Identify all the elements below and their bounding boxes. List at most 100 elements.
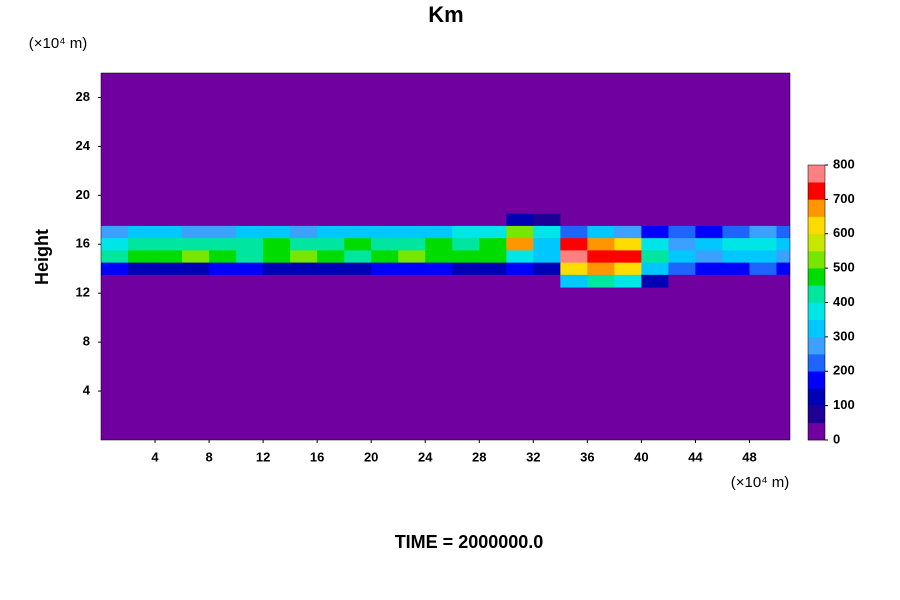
heatmap-cell (209, 274, 237, 288)
heatmap-cell (128, 238, 156, 251)
colorbar-swatch (808, 233, 825, 252)
heatmap-cell (317, 250, 345, 264)
colorbar-swatch (808, 250, 825, 269)
heatmap-cell (236, 213, 264, 227)
heatmap-cell (236, 274, 264, 288)
heatmap-cell (317, 262, 345, 276)
heatmap-cell (290, 274, 318, 288)
heatmap-cell (182, 213, 210, 227)
heatmap-cell (722, 213, 750, 227)
x-tick-label: 4 (151, 449, 159, 464)
x-tick-label: 16 (310, 449, 324, 464)
heatmap-cell (398, 250, 426, 264)
heatmap-cell (317, 238, 345, 251)
x-tick-label: 24 (418, 449, 433, 464)
x-tick-label: 20 (364, 449, 378, 464)
heatmap-cell (263, 238, 291, 251)
heatmap-cell (452, 225, 480, 239)
colorbar-tick-label: 800 (833, 156, 855, 171)
heatmap-cell (776, 262, 790, 276)
heatmap-cell (182, 250, 210, 264)
heatmap-cell (155, 274, 183, 288)
heatmap-cell (695, 213, 723, 227)
colorbar-swatch (808, 302, 825, 320)
heatmap-cell (263, 250, 291, 264)
heatmap-cell (452, 250, 480, 264)
heatmap-cell (479, 274, 507, 288)
y-axis-title: Height (32, 229, 52, 285)
colorbar-swatch (808, 268, 825, 286)
heatmap-cell (614, 238, 642, 251)
heatmap-cell (695, 274, 723, 288)
heatmap-cell (398, 213, 426, 227)
colorbar-swatch (808, 285, 825, 303)
heatmap-cell (425, 238, 453, 251)
heatmap-cell (722, 225, 750, 239)
heatmap-cell (614, 225, 642, 239)
heatmap-cell (506, 262, 534, 276)
heatmap-cell (290, 225, 318, 239)
heatmap-cell (371, 238, 399, 251)
chart-title: Km (428, 2, 463, 27)
heatmap-cell (533, 225, 561, 239)
heatmap-cell (641, 274, 669, 288)
colorbar-tick-label: 400 (833, 294, 855, 309)
heatmap-cell (776, 274, 790, 288)
x-tick-label: 28 (472, 449, 486, 464)
colorbar-swatch (808, 336, 825, 355)
y-tick-label: 16 (76, 236, 90, 251)
heatmap-cell (344, 250, 372, 264)
y-tick-label: 12 (76, 285, 90, 300)
heatmap-cell (317, 213, 345, 227)
heatmap-cell (128, 250, 156, 264)
heatmap-cell (425, 225, 453, 239)
heatmap-cell (209, 250, 237, 264)
heatmap-cell (182, 262, 210, 276)
heatmap-cell (614, 213, 642, 227)
heatmap-cell (668, 213, 696, 227)
x-unit: (×10⁴ m) (731, 474, 790, 491)
footer: TIME = 2000000.0 (395, 532, 544, 552)
heatmap-cell (587, 274, 615, 288)
heatmap-cell (533, 213, 561, 227)
heatmap-cell (344, 238, 372, 251)
y-unit: (×10⁴ m) (29, 35, 88, 52)
colorbar-swatch (808, 165, 825, 183)
heatmap-cell (344, 262, 372, 276)
heatmap-cell (155, 225, 183, 239)
heatmap-cell (263, 262, 291, 276)
heatmap-cell (101, 213, 129, 227)
heatmap-cell (587, 238, 615, 251)
heatmap-cell (560, 213, 588, 227)
colorbar-tick-label: 700 (833, 191, 855, 206)
heatmap-cell (155, 262, 183, 276)
colorbar-swatch (808, 354, 825, 372)
heatmap-cell (695, 225, 723, 239)
heatmap-cell (560, 250, 588, 264)
y-tick-label: 28 (76, 89, 90, 104)
heatmap-cell (182, 238, 210, 251)
heatmap-cell (479, 225, 507, 239)
heatmap-cell (344, 225, 372, 239)
heatmap-cell (452, 262, 480, 276)
heatmap-cell (560, 225, 588, 239)
heatmap-cell (668, 262, 696, 276)
heatmap-cell (398, 225, 426, 239)
heatmap-cell (398, 262, 426, 276)
heatmap-cell (722, 274, 750, 288)
heatmap-cell (209, 238, 237, 251)
heatmap-cell (749, 225, 777, 239)
heatmap-cell (668, 250, 696, 264)
colorbar-tick-label: 300 (833, 328, 855, 343)
heatmap-cell (506, 225, 534, 239)
heatmap-cell (128, 274, 156, 288)
heatmap-cell (614, 262, 642, 276)
heatmap-cell (749, 238, 777, 251)
heatmap-cell (452, 274, 480, 288)
heatmap-cell (506, 213, 534, 227)
heatmap-cell (749, 250, 777, 264)
colorbar-tick-label: 200 (833, 363, 855, 378)
heatmap-cell (560, 274, 588, 288)
heatmap-cell (749, 262, 777, 276)
